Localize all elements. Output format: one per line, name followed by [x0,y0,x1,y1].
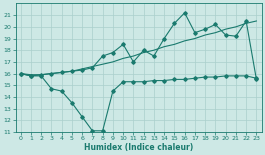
X-axis label: Humidex (Indice chaleur): Humidex (Indice chaleur) [84,143,193,152]
